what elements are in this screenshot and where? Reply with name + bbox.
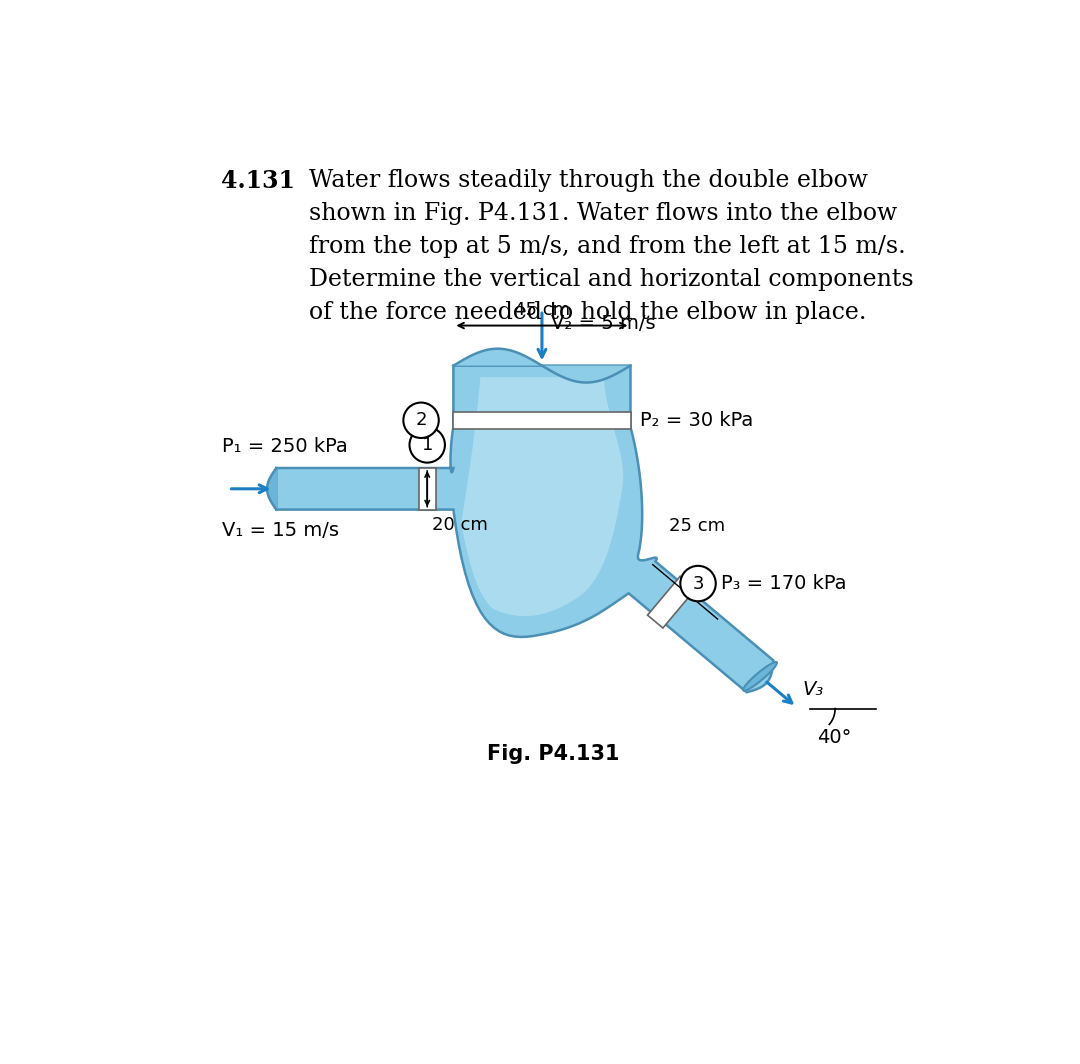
Text: 25 cm: 25 cm: [669, 517, 725, 535]
Text: 3: 3: [692, 575, 704, 593]
Text: P₁ = 250 kPa: P₁ = 250 kPa: [222, 437, 348, 456]
Text: 40°: 40°: [816, 728, 851, 747]
Text: P₂ = 30 kPa: P₂ = 30 kPa: [639, 411, 753, 430]
Circle shape: [403, 402, 438, 438]
Bar: [419, 468, 435, 510]
Text: 20 cm: 20 cm: [432, 516, 488, 534]
Text: 2: 2: [416, 412, 427, 429]
Polygon shape: [276, 366, 773, 693]
Text: 45 cm: 45 cm: [514, 301, 570, 319]
Polygon shape: [461, 377, 623, 616]
Polygon shape: [648, 577, 696, 628]
Text: 4.131: 4.131: [220, 169, 295, 194]
Polygon shape: [454, 349, 631, 383]
Ellipse shape: [743, 662, 777, 691]
Bar: [454, 412, 631, 429]
Text: Fig. P4.131: Fig. P4.131: [487, 745, 620, 764]
Text: V₁ = 15 m/s: V₁ = 15 m/s: [222, 521, 339, 541]
Text: V₂ = 5 m/s: V₂ = 5 m/s: [551, 314, 656, 333]
Circle shape: [680, 566, 716, 601]
Circle shape: [409, 428, 445, 463]
Text: 1: 1: [421, 436, 433, 454]
Text: P₃ = 170 kPa: P₃ = 170 kPa: [721, 575, 847, 593]
Text: V₃: V₃: [802, 680, 824, 699]
Text: Water flows steadily through the double elbow
shown in Fig. P4.131. Water flows : Water flows steadily through the double …: [309, 169, 914, 323]
